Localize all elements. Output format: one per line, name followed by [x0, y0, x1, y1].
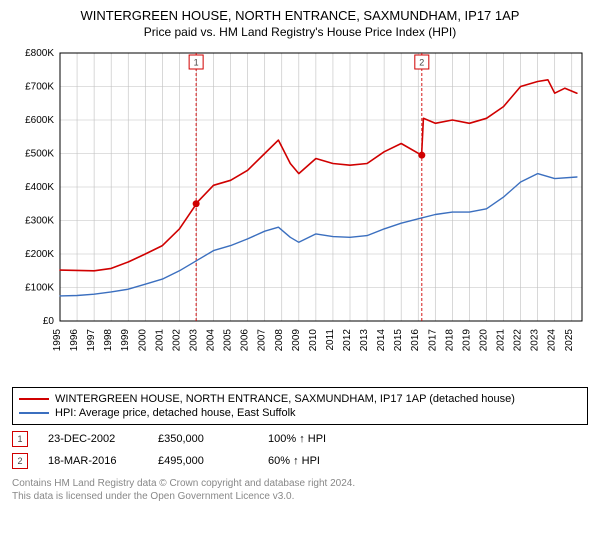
- footer-attribution: Contains HM Land Registry data © Crown c…: [12, 477, 588, 503]
- legend: WINTERGREEN HOUSE, NORTH ENTRANCE, SAXMU…: [12, 387, 588, 425]
- svg-text:£400K: £400K: [25, 182, 54, 193]
- legend-row: HPI: Average price, detached house, East…: [19, 406, 581, 420]
- chart-area: £0 £100K £200K £300K £400K £500K £600K £700K £80…: [12, 45, 588, 381]
- svg-text:2000: 2000: [137, 328, 148, 351]
- svg-text:2024: 2024: [547, 328, 558, 351]
- footer-line1: Contains HM Land Registry data © Crown c…: [12, 477, 588, 490]
- legend-row: WINTERGREEN HOUSE, NORTH ENTRANCE, SAXMU…: [19, 392, 581, 406]
- svg-text:2007: 2007: [257, 328, 268, 351]
- svg-text:2018: 2018: [444, 328, 455, 351]
- svg-text:2016: 2016: [410, 328, 421, 351]
- legend-swatch: [19, 412, 49, 414]
- line-chart-svg: £0 £100K £200K £300K £400K £500K £600K £700K £80…: [12, 45, 588, 381]
- legend-label: HPI: Average price, detached house, East…: [55, 407, 296, 419]
- sale-date: 23-DEC-2002: [48, 433, 138, 445]
- svg-text:2012: 2012: [342, 328, 353, 351]
- svg-text:2013: 2013: [359, 328, 370, 351]
- svg-text:2022: 2022: [513, 328, 524, 351]
- svg-text:1995: 1995: [52, 328, 63, 351]
- svg-text:2005: 2005: [223, 328, 234, 351]
- svg-text:1996: 1996: [69, 328, 80, 351]
- sale-price: £350,000: [158, 433, 248, 445]
- chart-title-line1: WINTERGREEN HOUSE, NORTH ENTRANCE, SAXMU…: [12, 8, 588, 25]
- sale-date: 18-MAR-2016: [48, 455, 138, 467]
- svg-text:£800K: £800K: [25, 48, 54, 59]
- svg-text:1999: 1999: [120, 328, 131, 351]
- svg-text:2020: 2020: [478, 328, 489, 351]
- svg-text:£500K: £500K: [25, 148, 54, 159]
- svg-text:2009: 2009: [291, 328, 302, 351]
- svg-text:£0: £0: [43, 316, 55, 327]
- svg-text:2: 2: [419, 57, 424, 67]
- svg-text:2019: 2019: [461, 328, 472, 351]
- svg-text:2003: 2003: [188, 328, 199, 351]
- svg-text:1998: 1998: [103, 328, 114, 351]
- chart-title-line2: Price paid vs. HM Land Registry's House …: [12, 25, 588, 39]
- sale-row: 1 23-DEC-2002 £350,000 100% ↑ HPI: [12, 431, 588, 447]
- svg-text:2025: 2025: [564, 328, 575, 351]
- legend-label: WINTERGREEN HOUSE, NORTH ENTRANCE, SAXMU…: [55, 393, 515, 405]
- svg-text:2017: 2017: [427, 328, 438, 351]
- svg-text:2011: 2011: [325, 328, 336, 350]
- svg-text:£300K: £300K: [25, 215, 54, 226]
- sale-row: 2 18-MAR-2016 £495,000 60% ↑ HPI: [12, 453, 588, 469]
- svg-text:£600K: £600K: [25, 115, 54, 126]
- svg-text:2021: 2021: [496, 328, 507, 351]
- svg-text:2010: 2010: [308, 328, 319, 351]
- svg-text:2014: 2014: [376, 328, 387, 351]
- svg-text:2001: 2001: [154, 328, 165, 351]
- sale-price: £495,000: [158, 455, 248, 467]
- svg-text:2006: 2006: [240, 328, 251, 351]
- footer-line2: This data is licensed under the Open Gov…: [12, 490, 588, 503]
- svg-text:1997: 1997: [86, 328, 97, 351]
- sale-pct: 60% ↑ HPI: [268, 455, 358, 467]
- svg-text:£100K: £100K: [25, 282, 54, 293]
- svg-text:2008: 2008: [274, 328, 285, 351]
- svg-text:£200K: £200K: [25, 249, 54, 260]
- svg-text:2023: 2023: [530, 328, 541, 351]
- svg-text:2015: 2015: [393, 328, 404, 351]
- svg-text:1: 1: [194, 57, 199, 67]
- svg-text:2002: 2002: [171, 328, 182, 351]
- sale-marker-box: 1: [12, 431, 28, 447]
- sale-pct: 100% ↑ HPI: [268, 433, 358, 445]
- legend-swatch: [19, 398, 49, 400]
- sale-marker-box: 2: [12, 453, 28, 469]
- svg-text:£700K: £700K: [25, 81, 54, 92]
- svg-text:2004: 2004: [206, 328, 217, 351]
